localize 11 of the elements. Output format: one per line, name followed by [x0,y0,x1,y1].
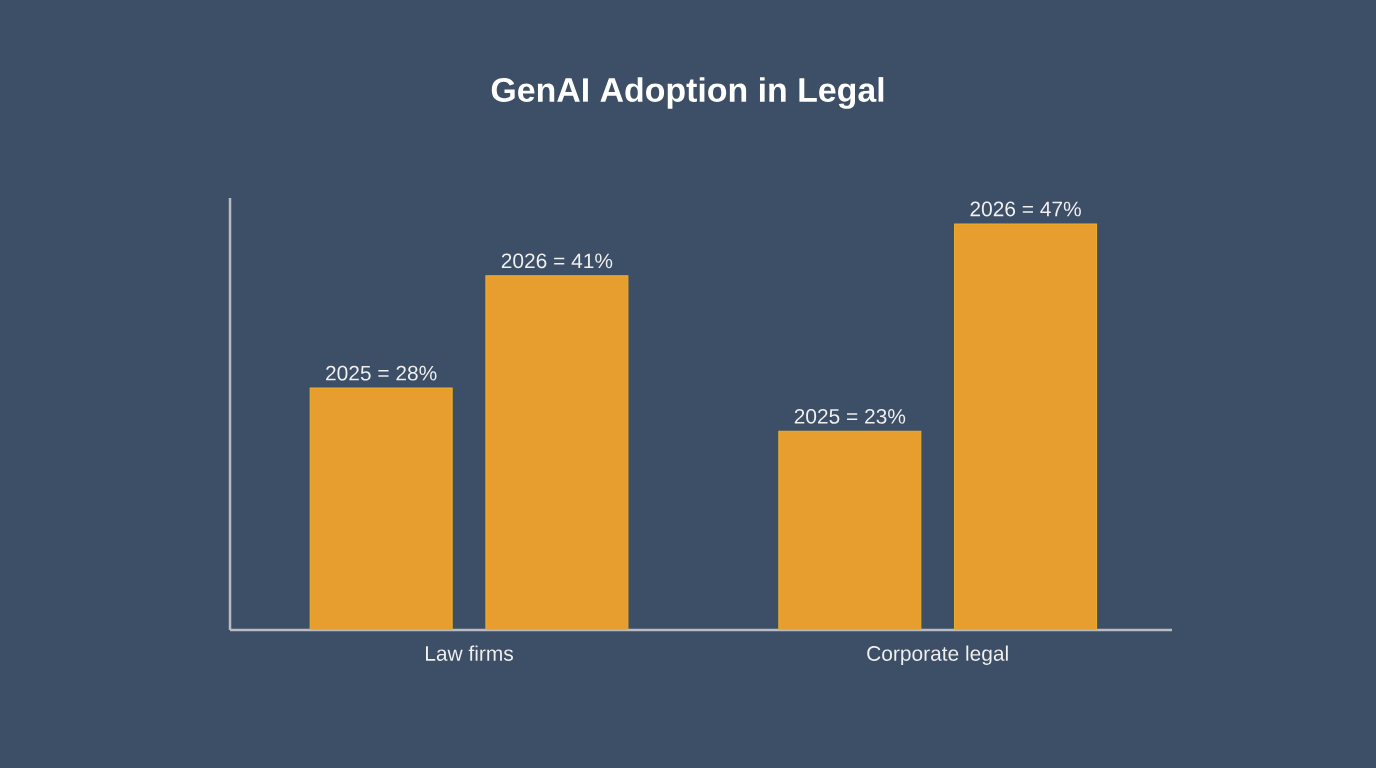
data-label: 2026 = 47% [970,201,1081,217]
data-label: 2025 = 23% [794,408,906,424]
data-label: 2026 = 41% [501,253,613,269]
bar [778,430,922,630]
x-tick-label: Corporate legal [867,645,1008,666]
bar [309,387,453,630]
bar [485,275,629,630]
data-label: 2025 = 28% [326,365,437,381]
x-tick-label: Law firms [425,645,513,661]
chart-title: GenAI Adoption in Legal [491,77,884,109]
bar [954,223,1098,630]
